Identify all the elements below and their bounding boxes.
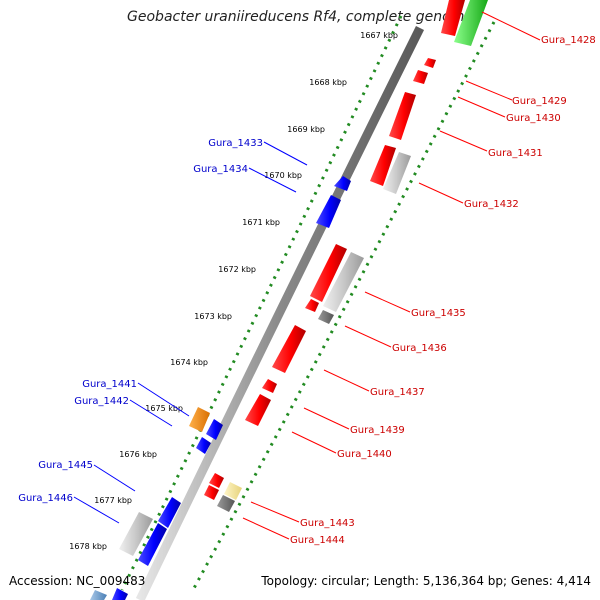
connector-gura-1432 [418,182,464,204]
tick-label: 1670 kbp [264,171,302,180]
connector-gura-1442 [129,399,173,427]
gene-label-gura-1433[interactable]: Gura_1433 [208,138,263,149]
gene-feature-forward[interactable] [245,394,271,426]
gene-feature-misc-yellow[interactable] [224,482,242,500]
tick-label: 1678 kbp [69,542,107,551]
tick-label: 1671 kbp [242,218,280,227]
connector-gura-1429 [465,80,513,101]
gene-label-gura-1436[interactable]: Gura_1436 [392,343,447,354]
gene-feature-forward[interactable] [209,473,224,488]
gene-features [90,0,488,600]
gene-feature-forward[interactable] [389,92,416,140]
gene-feature-other[interactable] [119,512,153,556]
gene-feature-forward[interactable] [413,70,428,84]
connector-gura-1444 [242,517,290,540]
genome-summary-label: Topology: circular; Length: 5,136,364 bp… [261,574,591,588]
gene-feature-forward[interactable] [204,485,219,500]
connector-gura-1436 [344,325,392,348]
gene-feature-forward[interactable] [370,145,396,186]
gene-feature-forward[interactable] [424,58,436,68]
gene-feature-reverse[interactable] [158,497,181,528]
genome-backbone [135,25,425,600]
accession-label: Accession: NC_009483 [9,574,146,588]
gene-label-gura-1445[interactable]: Gura_1445 [38,460,93,471]
gene-label-gura-1440[interactable]: Gura_1440 [337,449,392,460]
gene-label-gura-1435[interactable]: Gura_1435 [411,308,466,319]
gene-feature-dark[interactable] [318,310,334,324]
gene-feature-misc-green[interactable] [454,0,488,46]
gene-feature-reverse[interactable] [112,588,128,600]
connector-gura-1443 [250,501,300,523]
gene-label-gura-1434[interactable]: Gura_1434 [193,164,248,175]
connector-gura-1441 [137,382,190,417]
gene-feature-misc-orange[interactable] [189,407,210,432]
gene-label-gura-1439[interactable]: Gura_1439 [350,425,405,436]
gene-feature-reverse[interactable] [138,523,167,566]
connector-gura-1430 [457,96,506,118]
connector-gura-1437 [323,369,370,392]
connector-gura-1435 [364,291,411,313]
gene-feature-other[interactable] [383,152,411,194]
tick-label: 1674 kbp [170,358,208,367]
tick-label: 1673 kbp [194,312,232,321]
tick-label: 1668 kbp [309,78,347,87]
tick-guide-right [191,21,496,591]
gene-labels: Gura_1428 Gura_1429 Gura_1430 Gura_1431 … [18,35,596,546]
connector-gura-1431 [439,130,488,152]
gene-label-gura-1429[interactable]: Gura_1429 [512,96,567,107]
gene-label-gura-1431[interactable]: Gura_1431 [488,148,543,159]
gene-label-gura-1428[interactable]: Gura_1428 [541,35,596,46]
tick-label: 1675 kbp [145,404,183,413]
gene-feature-dark[interactable] [217,495,235,512]
tick-label: 1676 kbp [119,450,157,459]
tick-label: 1669 kbp [287,125,325,134]
connector-gura-1440 [291,431,337,454]
gene-label-gura-1432[interactable]: Gura_1432 [464,199,519,210]
gene-feature-reverse[interactable] [196,437,211,454]
gene-label-gura-1430[interactable]: Gura_1430 [506,113,561,124]
tick-label: 1672 kbp [218,265,256,274]
map-title: Geobacter uraniireducens Rf4, complete g… [127,9,473,25]
gene-feature-steel[interactable] [90,590,107,600]
gene-feature-reverse[interactable] [206,419,223,440]
gene-label-gura-1444[interactable]: Gura_1444 [290,535,345,546]
gene-feature-forward[interactable] [305,299,319,312]
tick-label: 1677 kbp [94,496,132,505]
tick-guide-left [120,15,403,591]
tick-labels: 1667 kbp 1668 kbp 1669 kbp 1670 kbp 1671… [69,31,398,551]
gene-feature-forward[interactable] [272,325,306,373]
gene-feature-reverse[interactable] [334,176,351,191]
gene-label-gura-1437[interactable]: Gura_1437 [370,387,425,398]
gene-feature-forward[interactable] [262,379,277,393]
gene-label-gura-1442[interactable]: Gura_1442 [74,396,129,407]
gene-feature-reverse[interactable] [316,195,341,228]
connector-gura-1428 [481,11,541,41]
connector-gura-1434 [248,167,297,193]
tick-label: 1667 kbp [360,31,398,40]
connector-gura-1433 [263,141,308,166]
gene-feature-forward[interactable] [441,0,465,36]
gene-feature-forward[interactable] [310,244,347,302]
label-connectors [73,11,541,540]
connector-gura-1439 [303,407,350,430]
gene-label-gura-1446[interactable]: Gura_1446 [18,493,73,504]
connector-gura-1445 [93,464,136,492]
gene-feature-other[interactable] [323,252,364,312]
gene-label-gura-1441[interactable]: Gura_1441 [82,379,137,390]
gene-label-gura-1443[interactable]: Gura_1443 [300,518,355,529]
connector-gura-1446 [73,496,120,524]
